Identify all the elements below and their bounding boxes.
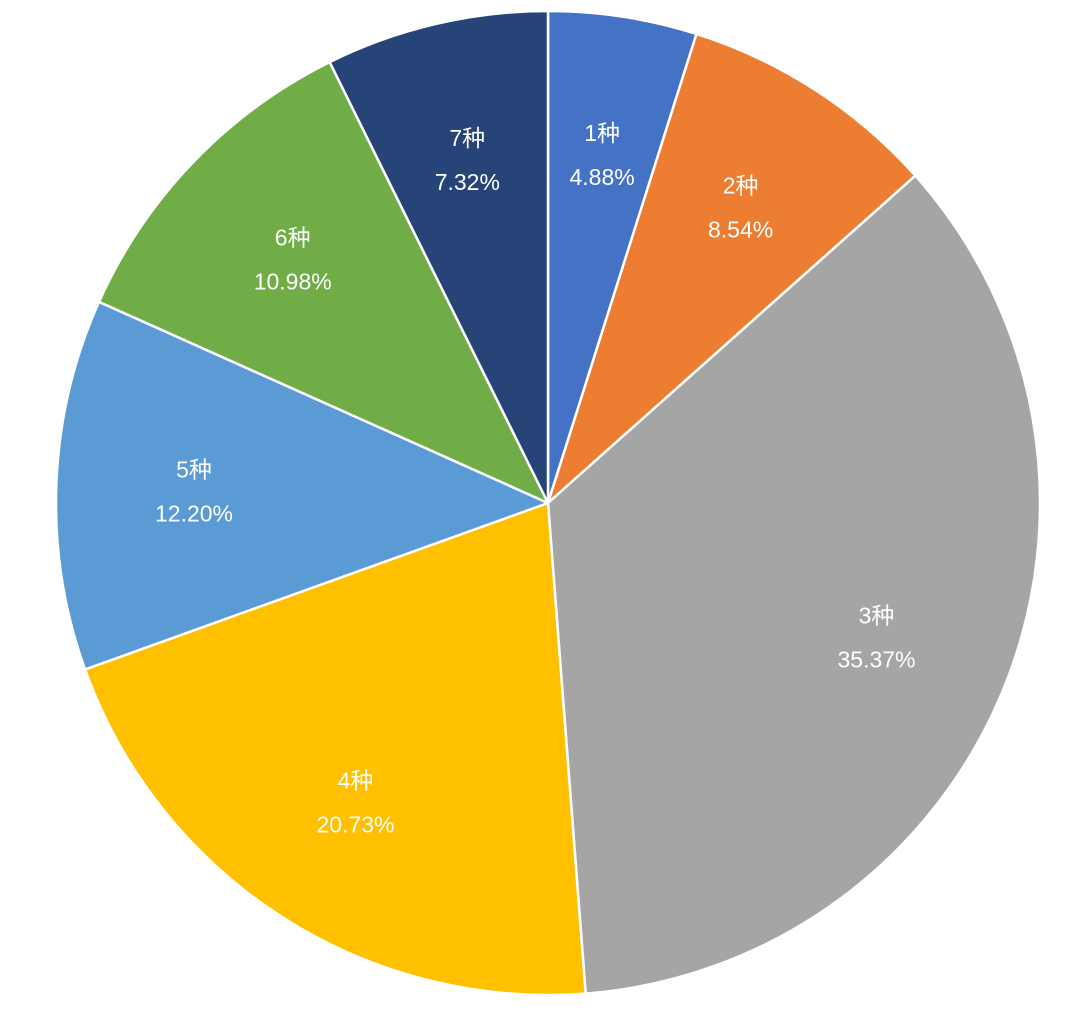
slice-category-label-4: 4种: [338, 767, 374, 793]
slice-category-label-1: 1种: [584, 120, 620, 146]
pie-slice-5: [54, 300, 550, 671]
pie-slice-3: [546, 174, 1042, 995]
pie-slice-7: [328, 9, 550, 505]
pie-slice-4: [83, 501, 587, 997]
slice-category-label-6: 6种: [275, 224, 311, 250]
pie-slice-1: [546, 9, 698, 505]
slice-category-label-2: 2种: [723, 173, 759, 199]
slice-category-label-3: 3种: [859, 602, 895, 628]
slice-percent-label-6: 10.98%: [254, 268, 332, 294]
pie-slices: [54, 9, 1042, 997]
slice-percent-label-5: 12.20%: [155, 501, 233, 527]
slice-percent-label-4: 20.73%: [316, 811, 394, 837]
pie-slice-6: [97, 60, 550, 505]
slice-percent-label-3: 35.37%: [837, 646, 915, 672]
slice-category-label-7: 7种: [449, 125, 485, 151]
slice-percent-label-7: 7.32%: [435, 169, 500, 195]
slice-percent-label-2: 8.54%: [708, 217, 773, 243]
slice-category-label-5: 5种: [176, 457, 212, 483]
slice-percent-label-1: 4.88%: [569, 164, 634, 190]
pie-data-labels: 1种 4.88% 2种 8.54% 3种 35.37% 4种 20.73% 5种 12.20% 6种…: [155, 120, 916, 838]
pie-slice-2: [546, 32, 917, 505]
